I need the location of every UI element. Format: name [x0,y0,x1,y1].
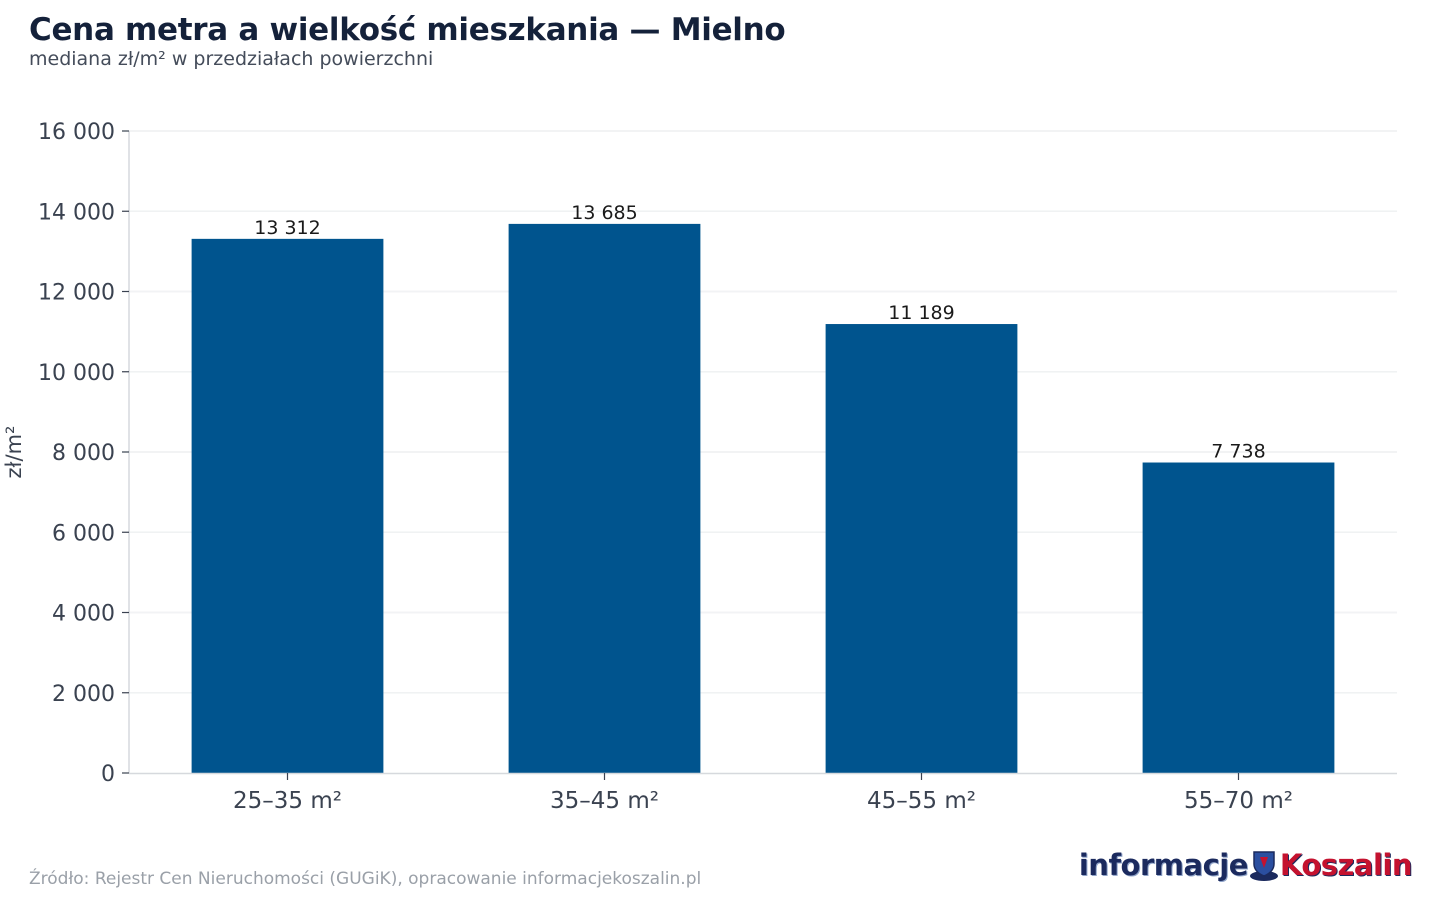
data-label: 7 738 [1211,441,1265,463]
chart-title: Cena metra a wielkość mieszkania — Mieln… [29,12,786,48]
logo-text-left: informacje [1078,848,1249,882]
bar [825,324,1018,773]
y-tick-label: 14 000 [38,200,115,225]
data-label: 13 312 [254,217,320,239]
data-label: 11 189 [888,302,954,324]
chart-subtitle: mediana zł/m² w przedziałach powierzchni [29,48,434,70]
bar [508,223,701,773]
y-tick-label: 6 000 [52,521,115,546]
coat-of-arms-icon [1249,851,1278,881]
bar [191,238,384,773]
x-tick-label: 45–55 m² [867,788,976,814]
axes [122,130,1397,780]
y-tick-label: 4 000 [52,602,115,627]
x-tick-label: 35–45 m² [550,788,659,814]
y-tick-label: 12 000 [38,281,115,306]
data-label: 13 685 [571,202,637,224]
y-axis-title: zł/m² [2,426,26,479]
y-tick-label: 0 [101,762,115,787]
logo-text-right: Koszalin [1279,848,1413,882]
bar [1142,462,1335,773]
source-note: Źródło: Rejestr Cen Nieruchomości (GUGiK… [29,869,702,889]
x-tick-label: 55–70 m² [1184,788,1293,814]
y-tick-label: 2 000 [52,682,115,707]
y-tick-label: 16 000 [38,120,115,145]
brand-logo: informacje Koszalin [1078,848,1413,882]
y-tick-label: 10 000 [38,361,115,386]
labels: 0 2 000 4 000 6 000 8 000 10 000 12 000 14 000 1… [2,120,1293,814]
bars [191,223,1335,773]
x-tick-label: 25–35 m² [233,788,342,814]
y-tick-label: 8 000 [52,441,115,466]
